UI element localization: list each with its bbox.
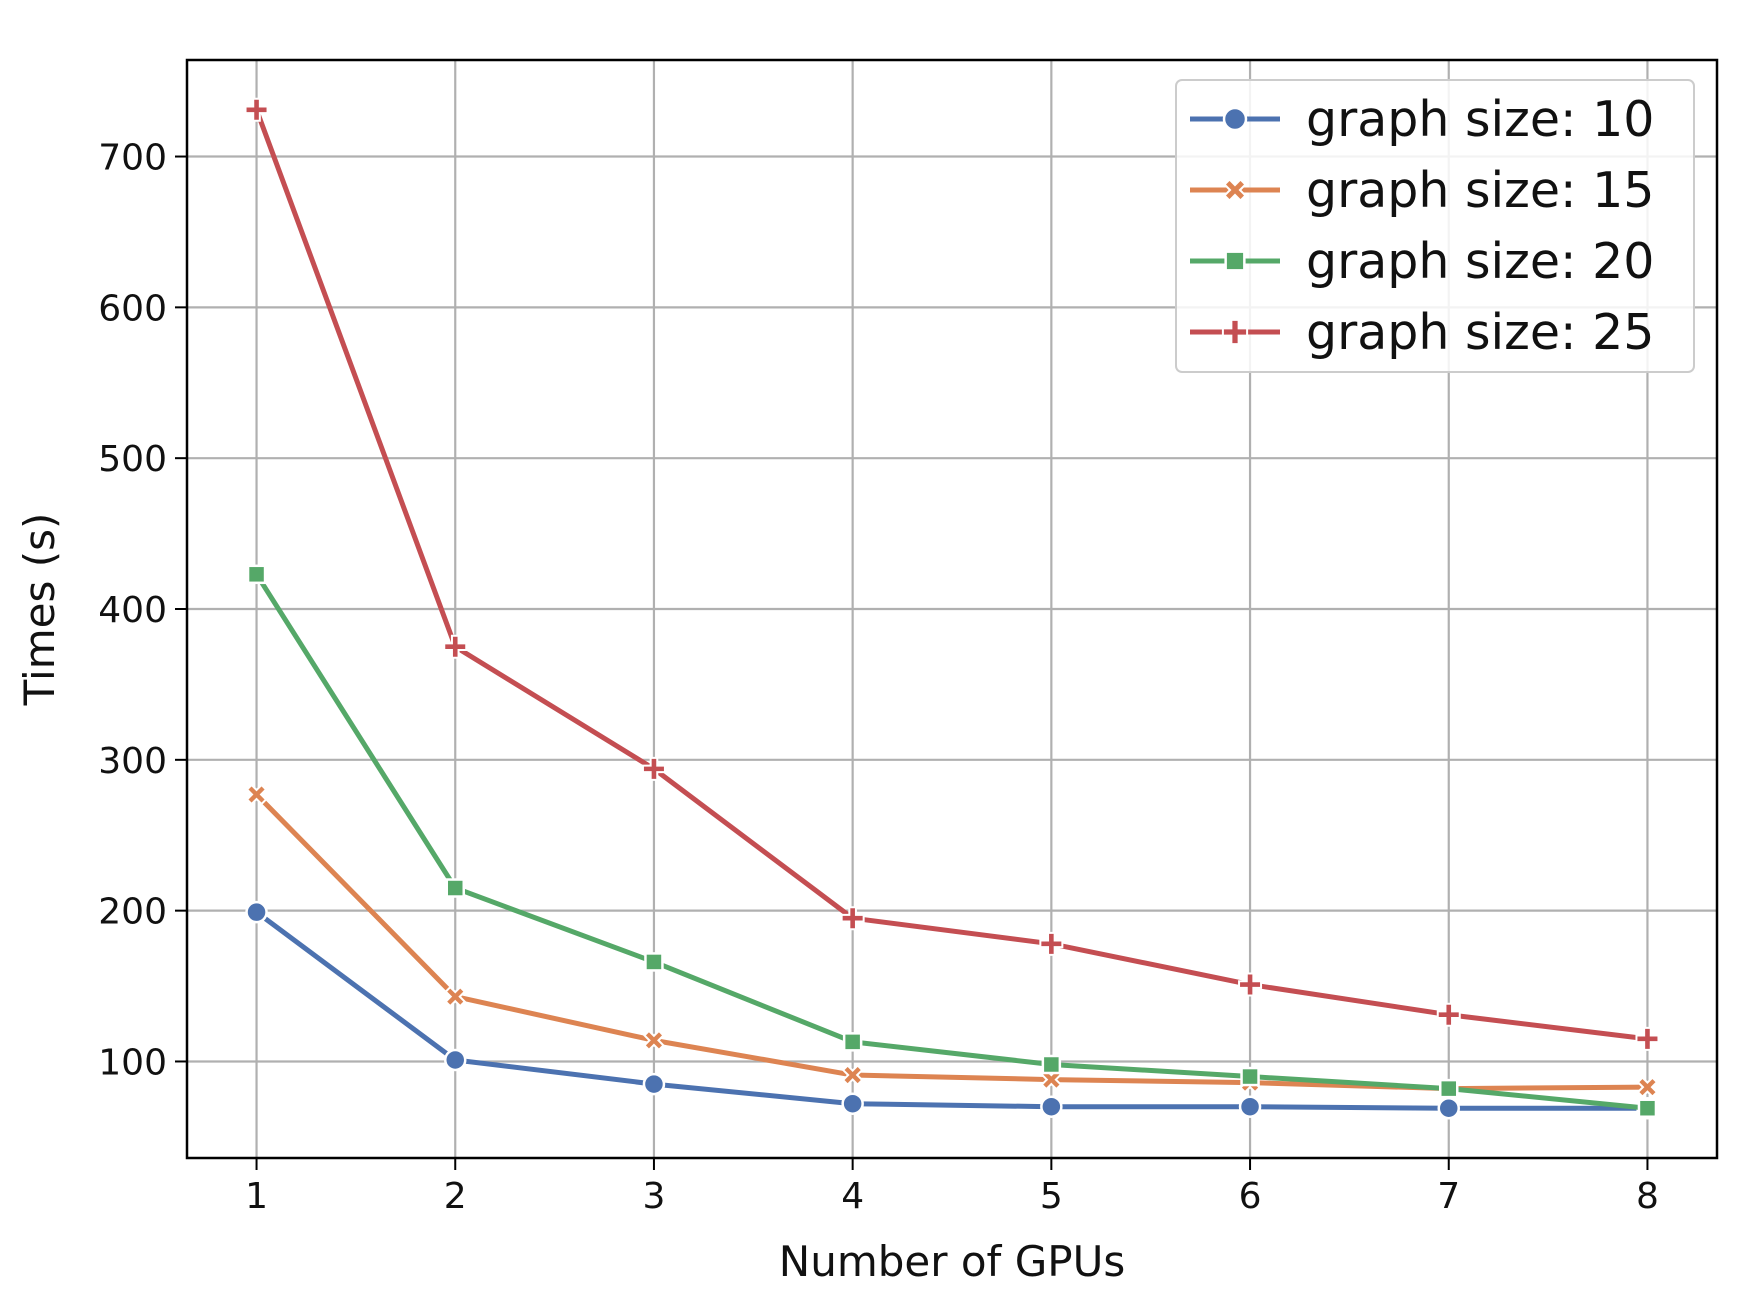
y-tick-label: 400 — [98, 590, 167, 631]
x-tick-label: 1 — [245, 1176, 268, 1217]
data-point — [641, 756, 666, 781]
data-point — [443, 1048, 467, 1072]
series-layer — [244, 97, 1660, 1120]
legend-marker — [1222, 106, 1248, 132]
legend-marker — [1221, 318, 1249, 346]
y-tick-label: 300 — [98, 741, 167, 782]
x-tick-label: 5 — [1040, 1176, 1063, 1217]
legend-label: graph size: 20 — [1306, 233, 1654, 290]
data-point — [644, 952, 664, 972]
data-point — [1437, 1096, 1461, 1120]
y-tick-label: 200 — [98, 892, 167, 933]
legend-marker — [1223, 178, 1247, 202]
legend-marker — [1224, 250, 1246, 272]
x-tick-label: 6 — [1239, 1176, 1262, 1217]
data-point — [643, 1029, 665, 1052]
data-point — [445, 878, 465, 898]
legend-label: graph size: 10 — [1306, 91, 1654, 148]
series-line — [254, 792, 1650, 1092]
data-point — [1238, 972, 1263, 997]
legend-item: graph size: 15 — [1190, 162, 1654, 219]
data-point — [1636, 1076, 1659, 1099]
x-tick-label: 7 — [1437, 1176, 1460, 1217]
data-point — [842, 1032, 863, 1052]
series-1 — [245, 900, 1659, 1120]
legend-item: graph size: 20 — [1190, 233, 1654, 290]
legend-item: graph size: 25 — [1190, 304, 1654, 361]
series-line — [254, 909, 1650, 1111]
legend-item: graph size: 10 — [1190, 91, 1654, 148]
data-point — [1238, 1095, 1262, 1118]
y-tick-label: 100 — [98, 1042, 167, 1083]
data-point — [245, 900, 268, 924]
data-point — [642, 1072, 666, 1096]
x-axis-title: Number of GPUs — [779, 1237, 1125, 1286]
data-point — [443, 634, 468, 659]
x-tick-label: 8 — [1636, 1176, 1659, 1217]
x-tick-label: 4 — [841, 1176, 864, 1217]
data-point — [244, 97, 269, 122]
legend-box — [1175, 79, 1695, 373]
series-line — [254, 107, 1650, 1042]
x-tick-label: 3 — [642, 1176, 665, 1217]
y-tick-label: 700 — [98, 138, 167, 179]
data-point — [1240, 1066, 1260, 1087]
data-point — [841, 1064, 864, 1086]
legend-label: graph size: 15 — [1306, 162, 1654, 219]
data-point — [1041, 1054, 1062, 1075]
legend-label: graph size: 25 — [1306, 304, 1654, 361]
data-point — [1436, 1002, 1461, 1027]
data-point — [1039, 931, 1064, 956]
data-point — [1637, 1098, 1658, 1118]
tick-layer: 1 2 3 4 5 6 7 8 100 200 300 400 500 600 700 — [98, 138, 1659, 1217]
data-point — [245, 783, 268, 806]
y-axis-title: Times (s) — [15, 513, 64, 707]
legend: graph size: 10 graph size: 15 graph size: … — [1175, 79, 1695, 373]
data-point — [1439, 1078, 1459, 1099]
data-point — [246, 564, 267, 585]
series-4 — [244, 97, 1660, 1051]
data-point — [444, 985, 467, 1008]
data-point — [1635, 1026, 1660, 1051]
data-point — [841, 1092, 864, 1115]
series-line — [254, 571, 1650, 1111]
data-point — [1040, 1095, 1063, 1118]
data-point — [840, 906, 865, 931]
series-3 — [246, 564, 1658, 1118]
x-tick-label: 2 — [444, 1176, 467, 1217]
y-tick-label: 600 — [98, 288, 167, 329]
y-tick-label: 500 — [98, 439, 167, 480]
